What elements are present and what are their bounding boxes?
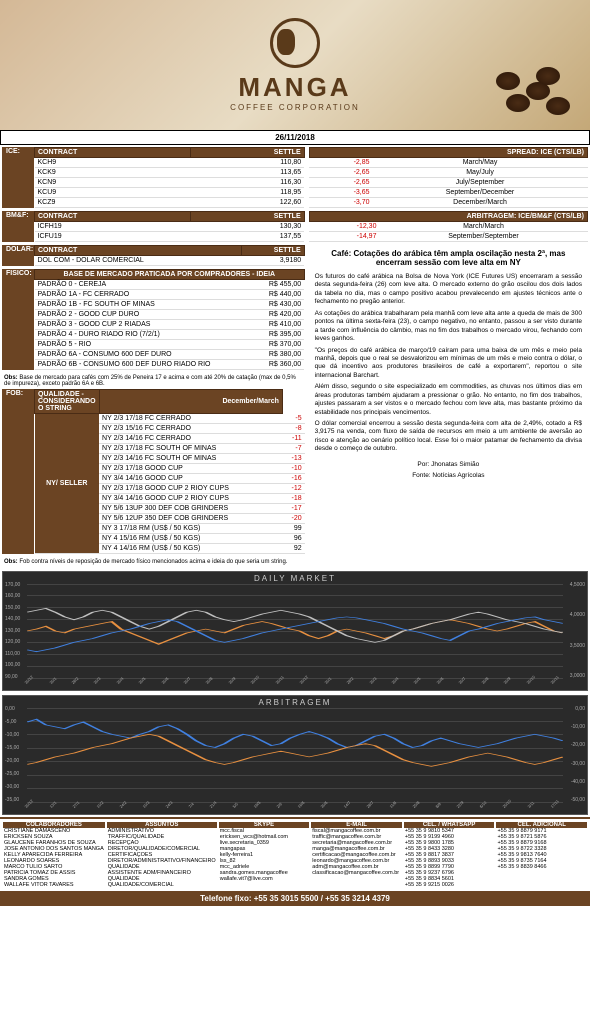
report-date: 26/11/2018 [0, 130, 590, 145]
arb-title: ARBITRAGEM: ICE/BM&F (CTS/LB) [309, 212, 587, 222]
footer-contacts: COLABORADORESCRISTIANE DAMASCENOERICKSEN… [0, 817, 590, 891]
chart2-title: ARBITRAGEM [259, 698, 332, 707]
article-author: Por: Jhonatas Simião [309, 459, 588, 470]
th-contract: CONTRACT [35, 212, 191, 222]
fob-title: QUALIDADE - CONSIDERANDO O STRING [35, 390, 100, 414]
footer-cell: DIRETOR/ADMINISTRATIVO/FINANCEIRO [107, 858, 217, 864]
table-row: ICFH19130,30 [35, 222, 305, 232]
footer-cell: leonardo@mangacoffee.com.br [311, 858, 402, 864]
dolar-table: CONTRACTSETTLE DOL COM - DOLAR COMERCIAL… [34, 245, 305, 266]
fisico-obs: Obs: Base de mercado para cafés com 25% … [2, 373, 305, 389]
ice-table: CONTRACTSETTLE KCH9110,80KCK9113,65KCN91… [34, 147, 305, 208]
footer-cell: +55 35 9 8839 8466 [496, 864, 587, 870]
table-row: KCN9116,30 [35, 178, 305, 188]
th-settle: SETTLE [190, 212, 304, 222]
article-source: Fonte: Notícias Agrícolas [309, 470, 588, 481]
fisico-label: FISICO: [2, 269, 34, 370]
table-row: PADRÃO 4 - DURO RIADO RIO (7/2/1)R$ 395,… [35, 330, 305, 340]
table-row: ICFU19137,55 [35, 232, 305, 242]
th-settle: SETTLE [190, 148, 304, 158]
table-row: KCH9110,80 [35, 158, 305, 168]
table-row: KCU9118,95 [35, 188, 305, 198]
table-row: PADRÃO 0 - CEREJAR$ 455,00 [35, 280, 305, 290]
footer-cell: classificacao@mangacoffee.com.br [311, 870, 402, 876]
table-row: KCZ9122,60 [35, 198, 305, 208]
th-settle: SETTLE [242, 246, 304, 256]
logo-subtitle: COFFEE CORPORATION [230, 103, 360, 112]
footer-cell: WALLAFE VITOR TAVARES [3, 882, 105, 888]
chart1-title: DAILY MARKET [254, 574, 336, 583]
table-row: -3,70December/March [309, 198, 587, 208]
table-row: DOL COM - DOLAR COMERCIAL3,9180 [35, 256, 305, 266]
footer-cell: +55 35 9 9215 0026 [404, 882, 495, 888]
footer-cell: QUALIDADE/COMERCIAL [107, 882, 217, 888]
table-row: -2,85March/May [309, 158, 587, 168]
table-row: -12,30March/March [309, 222, 587, 232]
article-title: Café: Cotações do arábica têm ampla osci… [309, 245, 588, 271]
table-row: PADRÃO 6A - CONSUMO 600 DEF DUROR$ 380,0… [35, 350, 305, 360]
footer-cell: secretaria@mangacoffee.com.br [311, 840, 402, 846]
ice-label: ICE: [2, 147, 34, 208]
fob-label: FOB: [2, 389, 34, 554]
table-row: -14,97September/September [309, 232, 587, 242]
th-contract: CONTRACT [35, 246, 242, 256]
fob-obs: Obs: Fob contra níveis de reposição de m… [2, 557, 305, 567]
table-row: -2,65July/September [309, 178, 587, 188]
table-row: KCK9113,65 [35, 168, 305, 178]
table-row: PADRÃO 3 - GOOD CUP 2 RIADASR$ 410,00 [35, 320, 305, 330]
footer-cell: JOSÉ ANTONIO DOS SANTOS MANGA [3, 846, 105, 852]
fisico-table: BASE DE MERCADO PRATICADA POR COMPRADORE… [34, 269, 305, 370]
dolar-label: DOLAR: [2, 245, 34, 266]
table-row: -2,65May/July [309, 168, 587, 178]
phone-bar: Telefone fixo: +55 35 3015 5500 / +55 35… [0, 891, 590, 906]
article-body: Os futuros do café arábica na Bolsa de N… [309, 271, 588, 459]
bmf-label: BM&F: [2, 211, 34, 242]
arb-table: ARBITRAGEM: ICE/BM&F (CTS/LB) -12,30Marc… [309, 211, 588, 242]
footer-cell: wallafe.vit7@live.com [219, 876, 310, 882]
bmf-table: CONTRACTSETTLE ICFH19130,30ICFU19137,55 [34, 211, 305, 242]
table-row: PADRÃO 2 - GOOD CUP DUROR$ 420,00 [35, 310, 305, 320]
fisico-title: BASE DE MERCADO PRATICADA POR COMPRADORE… [35, 270, 305, 280]
header-banner: MANGA COFFEE CORPORATION [0, 0, 590, 130]
fob-sublabel: NY/ SELLER [35, 414, 100, 554]
arbitragem-chart: ARBITRAGEM 0,00-5,00-10,00-15,00-20,00-2… [2, 695, 588, 815]
footer-cell: GLAUCENE FARANHOS DE SOUZA [3, 840, 105, 846]
footer-cell: certificacao@mangacoffee.com.br [311, 852, 402, 858]
daily-market-chart: DAILY MARKET 170,00160,00150,00140,00130… [2, 571, 588, 691]
globe-icon [270, 18, 320, 68]
logo-name: MANGA [230, 72, 360, 103]
table-row: PADRÃO 5 - RIOR$ 370,00 [35, 340, 305, 350]
fob-table: QUALIDADE - CONSIDERANDO O STRINGDecembe… [34, 389, 305, 554]
th-contract: CONTRACT [35, 148, 191, 158]
fob-col2: December/March [99, 390, 282, 414]
spread-table: SPREAD: ICE (CTS/LB) -2,85March/May-2,65… [309, 147, 588, 208]
logo: MANGA COFFEE CORPORATION [230, 18, 360, 112]
table-row: PADRÃO 6B - CONSUMO 600 DEF DURO RIADO R… [35, 360, 305, 370]
spread-title: SPREAD: ICE (CTS/LB) [309, 148, 587, 158]
table-row: PADRÃO 1A - FC CERRADOR$ 440,00 [35, 290, 305, 300]
table-row: -3,65September/December [309, 188, 587, 198]
table-row: PADRÃO 1B - FC SOUTH OF MINASR$ 430,00 [35, 300, 305, 310]
